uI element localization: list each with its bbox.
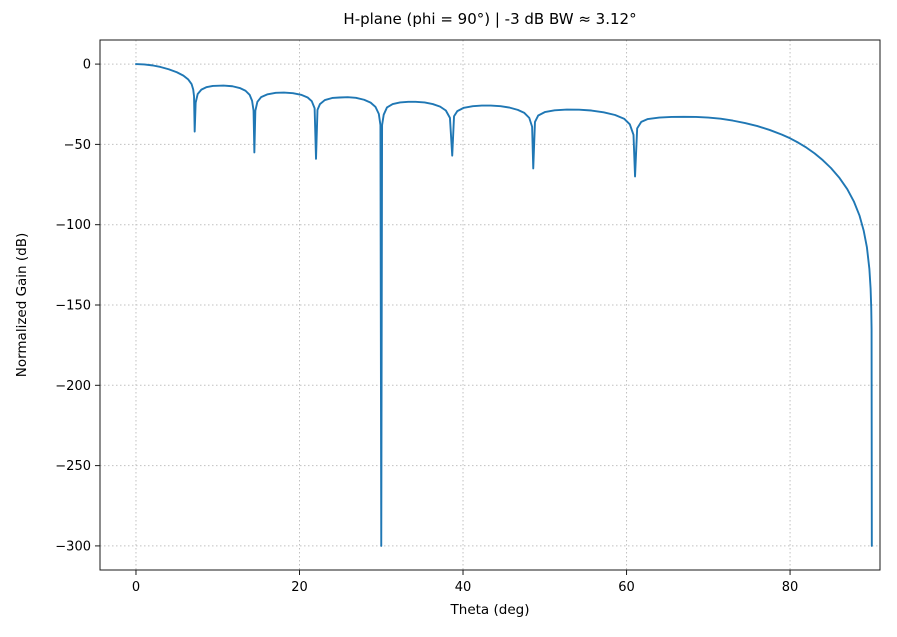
x-tick-label: 80 xyxy=(782,580,799,595)
y-tick-label: −100 xyxy=(55,218,91,233)
y-tick-label: −150 xyxy=(55,299,91,314)
y-tick-label: −300 xyxy=(55,539,91,554)
y-tick-label: −250 xyxy=(55,459,91,474)
y-tick-label: −50 xyxy=(64,138,91,153)
x-tick-label: 20 xyxy=(291,580,308,595)
y-tick-label: 0 xyxy=(83,58,91,73)
x-tick-label: 40 xyxy=(455,580,472,595)
x-axis-label: Theta (deg) xyxy=(450,602,530,618)
x-tick-label: 0 xyxy=(132,580,140,595)
x-tick-label: 60 xyxy=(618,580,635,595)
chart-title: H-plane (phi = 90°) | -3 dB BW ≈ 3.12° xyxy=(343,10,637,28)
y-tick-label: −200 xyxy=(55,379,91,394)
series-line xyxy=(135,63,873,547)
